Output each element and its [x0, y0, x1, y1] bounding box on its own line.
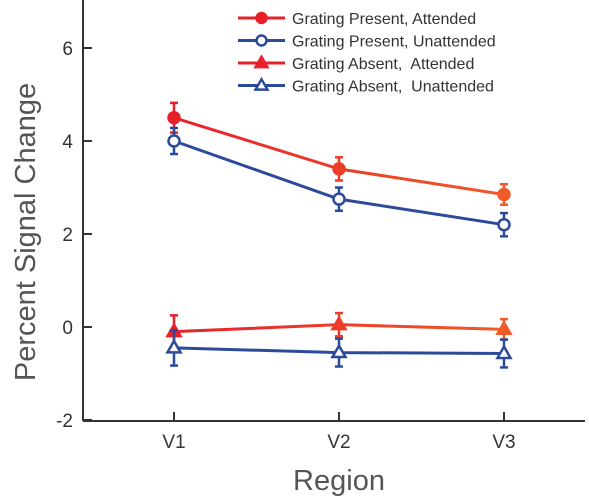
series-3	[165, 329, 513, 369]
legend-marker	[255, 11, 268, 25]
y-tick-label: 6	[62, 39, 73, 60]
legend-label: Grating Absent, Attended	[292, 56, 474, 73]
y-axis-title: Percent Signal Change	[10, 83, 42, 381]
data-point	[332, 162, 346, 176]
legend-marker	[255, 34, 268, 47]
legend-entry: Grating Absent, Attended	[238, 54, 474, 73]
data-point	[495, 344, 513, 360]
data-point	[330, 315, 348, 331]
legend-marker	[253, 76, 270, 91]
data-point	[167, 111, 181, 125]
legend-entry: Grating Present, Attended	[238, 11, 476, 28]
x-tick-label: V1	[162, 432, 185, 453]
legend-label: Grating Present, Unattended	[292, 34, 496, 51]
y-tick-label: 2	[62, 225, 73, 246]
legend: Grating Present, Attended Grating Present…	[238, 11, 496, 96]
data-point	[497, 217, 511, 232]
series-layer	[165, 101, 513, 369]
x-tick-label: V3	[492, 432, 515, 453]
data-point	[495, 319, 513, 336]
legend-entry: Grating Absent, Unattended	[238, 76, 494, 96]
data-point	[332, 192, 346, 206]
y-tick-label: -2	[56, 411, 73, 432]
series-line	[173, 139, 505, 227]
y-tick-label: 4	[62, 132, 73, 153]
data-point	[165, 338, 183, 354]
data-point	[330, 343, 348, 359]
legend-marker	[253, 54, 270, 69]
legend-label: Grating Absent, Unattended	[292, 79, 494, 96]
x-axis-title: Region	[293, 465, 385, 497]
x-tick-label: V2	[327, 432, 350, 453]
data-point	[167, 134, 181, 148]
data-point	[497, 187, 511, 202]
series-1	[167, 126, 511, 238]
series-0	[167, 101, 511, 206]
legend-label: Grating Present, Attended	[292, 11, 476, 28]
axes: -2 0 2 4 6 V1 V2 V3	[56, 0, 585, 453]
y-tick-label: 0	[62, 318, 73, 339]
legend-entry: Grating Present, Unattended	[238, 34, 496, 51]
